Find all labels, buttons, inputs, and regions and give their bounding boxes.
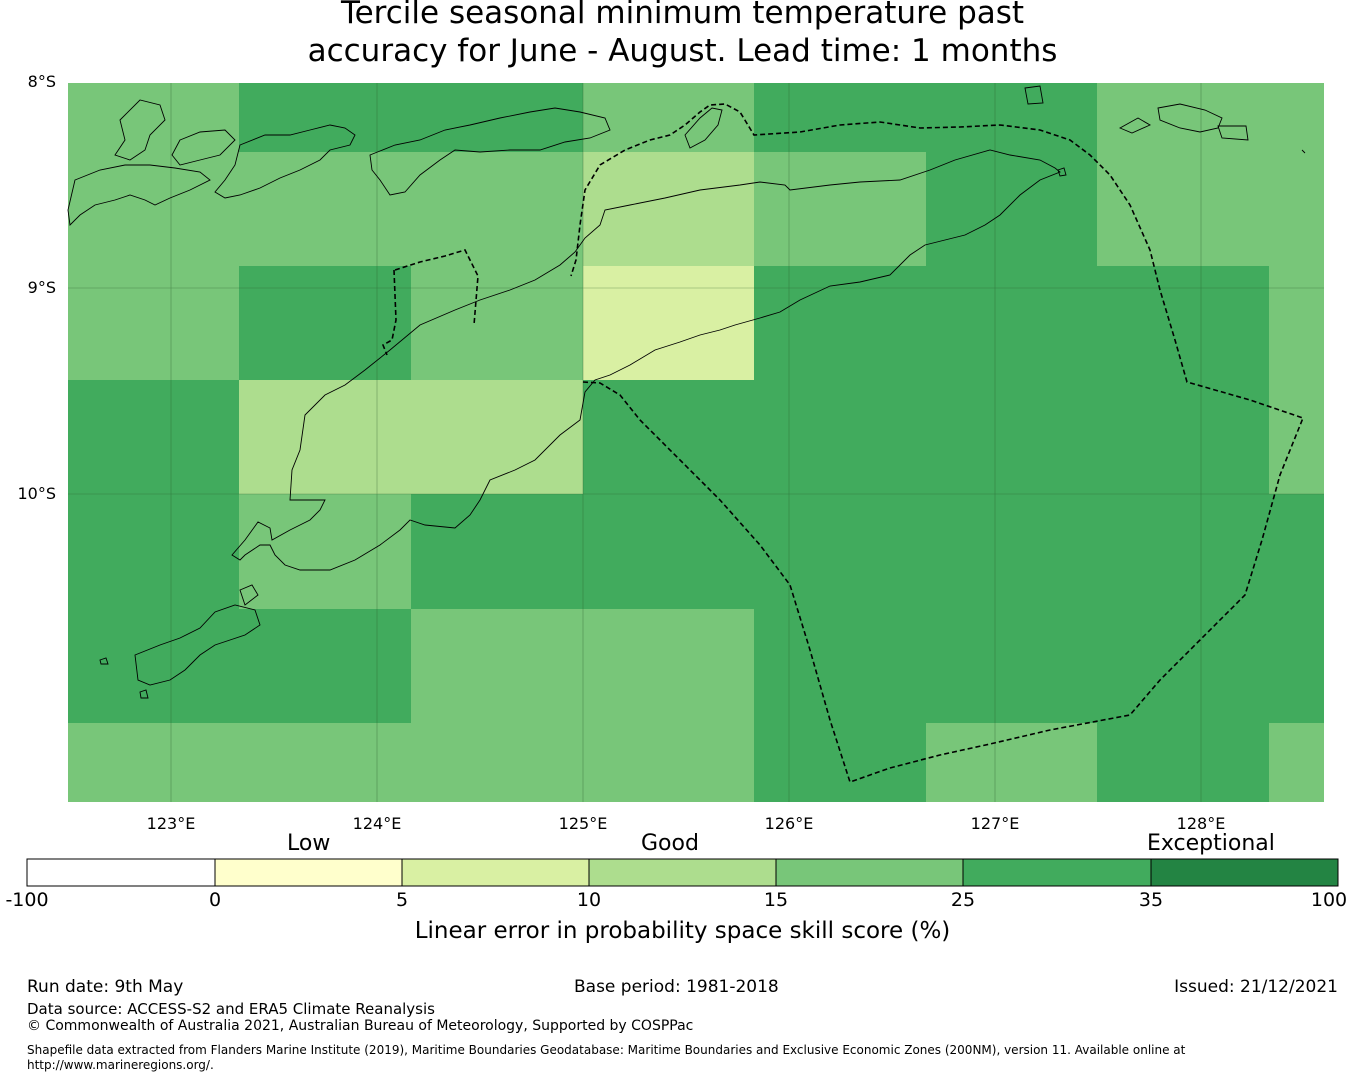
- colorbar-segment-0-5: [215, 859, 402, 886]
- run-date: Run date: 9th May: [27, 977, 184, 997]
- issued-date: Issued: 21/12/2021: [1174, 977, 1338, 997]
- lat-label-8s: 8°S: [27, 72, 56, 91]
- lon-label-125e: 125°E: [558, 814, 608, 833]
- lon-label-126e: 126°E: [764, 814, 814, 833]
- colorbar-segment-35-100: [1151, 859, 1338, 886]
- base-period: Base period: 1981-2018: [574, 977, 779, 997]
- title-line-2: accuracy for June - August. Lead time: 1…: [307, 33, 1058, 69]
- lon-label-127e: 127°E: [970, 814, 1020, 833]
- category-low: Low: [287, 831, 331, 856]
- lat-label-9s: 9°S: [27, 278, 56, 297]
- colorbar-segment-15-25: [776, 859, 963, 886]
- copyright-notice: © Commonwealth of Australia 2021, Austra…: [27, 1018, 694, 1034]
- lat-label-10s: 10°S: [17, 484, 56, 503]
- colorbar-segment-neg100-0: [27, 859, 215, 886]
- category-good: Good: [641, 831, 699, 856]
- title-line-1: Tercile seasonal minimum temperature pas…: [340, 0, 1025, 31]
- colorbar-tick-35: 35: [1138, 889, 1164, 911]
- colorbar-tick-100: 100: [1310, 889, 1348, 911]
- map-title: Tercile seasonal minimum temperature pas…: [0, 0, 1365, 70]
- lon-label-128e: 128°E: [1176, 814, 1226, 833]
- colorbar-tick-5: 5: [395, 889, 409, 911]
- shapefile-credit: Shapefile data extracted from Flanders M…: [27, 1043, 1347, 1073]
- colorbar-title: Linear error in probability space skill …: [414, 918, 951, 944]
- colorbar-segment-10-15: [589, 859, 776, 886]
- coastlines: [67, 85, 1306, 699]
- colorbar-tick-neg100: -100: [5, 889, 49, 911]
- colorbar-tick-10: 10: [576, 889, 602, 911]
- skill-grid-cells: [68, 83, 1324, 802]
- shapefile-credit-line-2: http://www.marineregions.org/.: [27, 1058, 214, 1072]
- shapefile-credit-line-1: Shapefile data extracted from Flanders M…: [27, 1043, 1186, 1057]
- lon-label-123e: 123°E: [146, 814, 196, 833]
- maritime-boundaries: [381, 103, 1305, 784]
- data-source: Data source: ACCESS-S2 and ERA5 Climate …: [27, 1000, 435, 1018]
- colorbar-segment-25-35: [963, 859, 1151, 886]
- colorbar-segment-5-10: [402, 859, 589, 886]
- colorbar: [26, 858, 1339, 887]
- colorbar-tick-15: 15: [763, 889, 789, 911]
- colorbar-tick-25: 25: [950, 889, 976, 911]
- graticule-lines: [68, 83, 1324, 802]
- lon-label-124e: 124°E: [352, 814, 402, 833]
- colorbar-tick-0: 0: [208, 889, 222, 911]
- category-exceptional: Exceptional: [1147, 831, 1275, 856]
